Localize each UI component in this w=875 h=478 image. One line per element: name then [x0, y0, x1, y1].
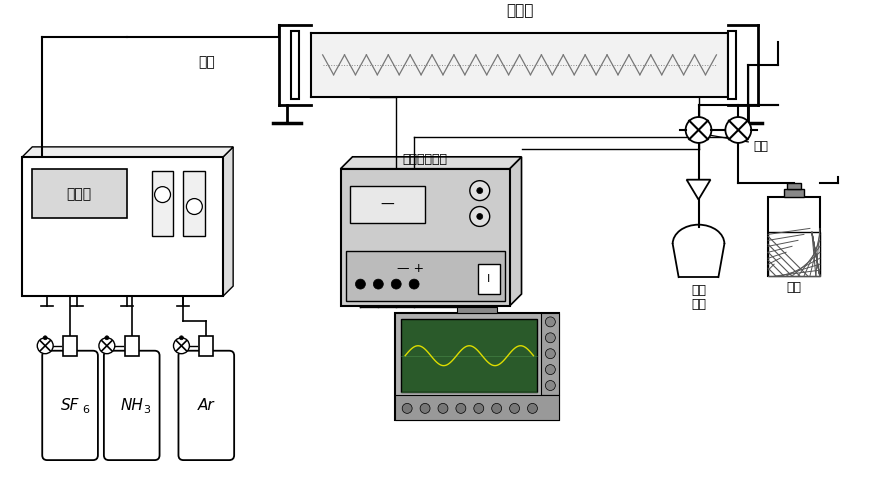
Text: 采样: 采样 [691, 284, 706, 297]
Bar [346, 251, 505, 301]
Circle shape [545, 349, 556, 358]
Text: 等离子体电源: 等离子体电源 [402, 153, 448, 166]
Text: —: — [381, 197, 394, 212]
Text: 气管: 气管 [198, 55, 214, 69]
Text: SF: SF [61, 398, 80, 413]
Circle shape [402, 403, 412, 413]
Circle shape [155, 186, 171, 203]
FancyBboxPatch shape [42, 351, 98, 460]
Circle shape [456, 403, 466, 413]
Bar [23, 157, 223, 296]
Circle shape [492, 403, 501, 413]
Text: 碱液: 碱液 [787, 281, 802, 294]
Circle shape [545, 380, 556, 391]
Circle shape [686, 117, 711, 143]
Bar [32, 169, 127, 218]
Bar [396, 313, 559, 420]
Circle shape [355, 279, 366, 289]
Circle shape [470, 181, 490, 201]
Circle shape [509, 403, 520, 413]
Polygon shape [509, 157, 522, 306]
Circle shape [173, 338, 189, 354]
Text: 3: 3 [144, 405, 150, 415]
Bar [402, 319, 537, 392]
Text: I: I [487, 274, 490, 284]
Circle shape [438, 403, 448, 413]
Text: Ar: Ar [198, 398, 214, 413]
Bar [290, 31, 298, 99]
FancyBboxPatch shape [178, 351, 235, 460]
Circle shape [391, 279, 402, 289]
Bar [200, 336, 214, 356]
Polygon shape [23, 147, 233, 157]
Polygon shape [340, 157, 522, 169]
Bar [728, 31, 737, 99]
Circle shape [179, 336, 184, 340]
Bar [478, 264, 500, 294]
Bar [151, 171, 173, 236]
Circle shape [99, 338, 115, 354]
Text: 阀门: 阀门 [753, 140, 768, 153]
Text: 配器仪: 配器仪 [66, 187, 92, 202]
Circle shape [473, 403, 484, 413]
Circle shape [186, 198, 202, 215]
Bar [340, 169, 509, 306]
Text: 反应器: 反应器 [506, 4, 533, 19]
Circle shape [43, 336, 47, 340]
Text: 6: 6 [82, 405, 89, 415]
Circle shape [38, 338, 53, 354]
Bar [311, 33, 728, 97]
Bar [396, 395, 559, 420]
Circle shape [545, 365, 556, 375]
Bar [457, 307, 497, 313]
Circle shape [420, 403, 430, 413]
Text: NH: NH [120, 398, 144, 413]
Circle shape [545, 333, 556, 343]
Circle shape [374, 279, 383, 289]
Bar [125, 336, 138, 356]
Bar [63, 336, 77, 356]
Bar [768, 232, 820, 276]
Text: — +: — + [396, 261, 424, 275]
Bar [542, 313, 559, 395]
Bar [351, 185, 425, 223]
Circle shape [477, 214, 483, 219]
Polygon shape [223, 147, 233, 296]
FancyBboxPatch shape [104, 351, 159, 460]
Bar [787, 183, 801, 189]
Bar [768, 196, 820, 276]
Circle shape [725, 117, 752, 143]
Bar [184, 171, 206, 236]
Circle shape [528, 403, 537, 413]
Circle shape [545, 317, 556, 327]
Circle shape [410, 279, 419, 289]
Polygon shape [687, 180, 710, 200]
Text: 气袋: 气袋 [691, 298, 706, 311]
Circle shape [477, 188, 483, 194]
Bar [784, 189, 804, 196]
Circle shape [105, 336, 108, 340]
Circle shape [470, 206, 490, 227]
